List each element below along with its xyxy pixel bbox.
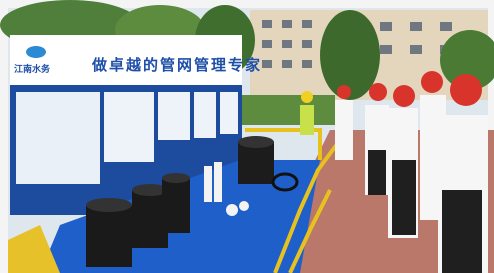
display-board-part	[158, 92, 190, 140]
people-part	[368, 150, 386, 195]
display-board-part	[104, 92, 154, 162]
people-part	[300, 105, 314, 135]
background-part-part	[302, 20, 312, 28]
people-part	[335, 100, 353, 160]
background-part	[235, 95, 335, 125]
background-part-part	[262, 20, 272, 28]
background-part-part	[410, 22, 422, 31]
pipes-part	[226, 204, 238, 216]
people-part	[421, 71, 443, 93]
people-part	[393, 85, 415, 107]
display-board-part	[220, 92, 238, 134]
background-part-part	[282, 60, 292, 68]
people-part	[442, 190, 482, 273]
pipes-part	[86, 198, 132, 212]
people-part	[369, 83, 387, 101]
background-part-part	[262, 40, 272, 48]
pipes-part	[162, 178, 190, 233]
page: 江南水务 做卓越的管网管理专家 (() => { const data = JS…	[0, 0, 494, 273]
display-board-part	[194, 92, 216, 138]
background-part-part	[440, 22, 452, 31]
pipes-part	[86, 205, 132, 267]
pipes-part	[238, 142, 274, 184]
photo: 江南水务 做卓越的管网管理专家	[0, 0, 494, 273]
people-part	[450, 74, 482, 106]
people-part	[392, 160, 416, 235]
people-part	[301, 91, 313, 103]
background-part-part	[380, 22, 392, 31]
pipes-part	[239, 201, 249, 211]
background-part-part	[262, 60, 272, 68]
pipes-part	[162, 173, 190, 183]
background-part-part	[380, 45, 392, 54]
background-part-part	[302, 40, 312, 48]
logo-text: 江南水务	[14, 63, 51, 75]
banner-title: 做卓越的管网管理专家	[91, 56, 262, 74]
background-part-part	[282, 40, 292, 48]
people-part	[337, 85, 351, 99]
background-part-part	[282, 20, 292, 28]
display-board-part	[26, 46, 46, 58]
background-part-part	[410, 45, 422, 54]
pipes-part	[214, 162, 222, 202]
pipes-part	[204, 166, 212, 202]
pipes-part	[238, 136, 274, 148]
background-part-part	[302, 60, 312, 68]
display-board-part	[16, 92, 100, 184]
